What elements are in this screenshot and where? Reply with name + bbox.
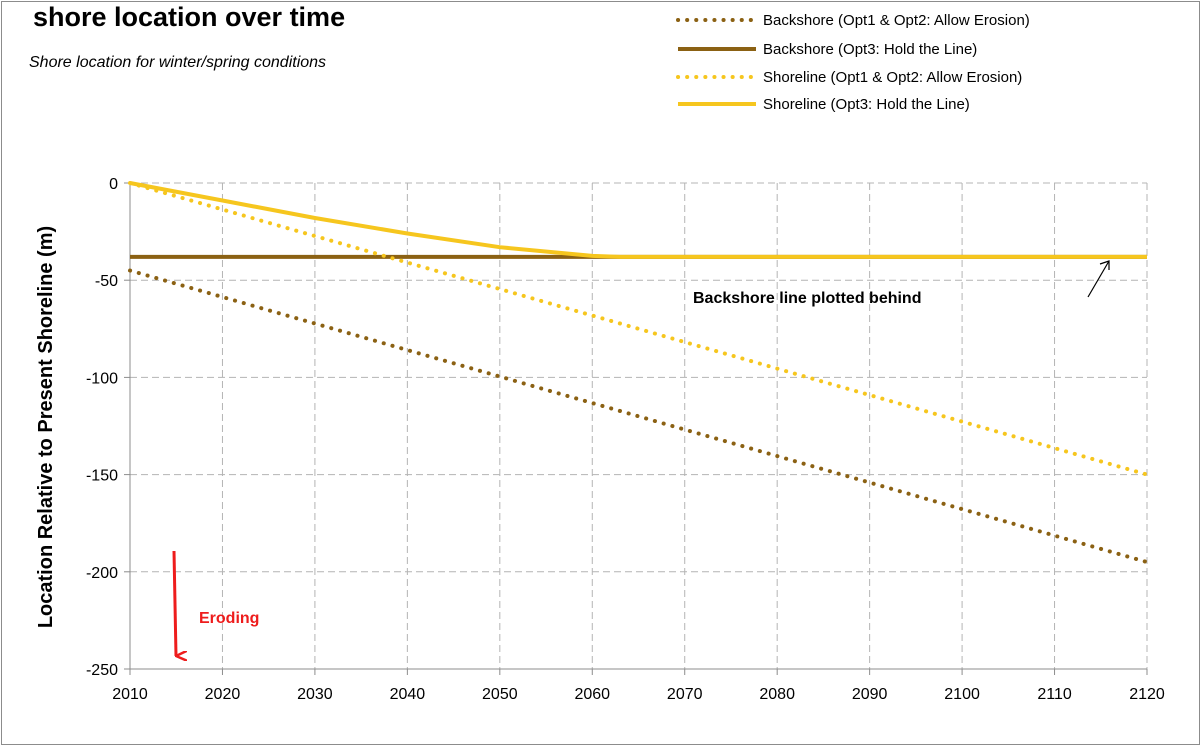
y-tick-label: -150	[86, 468, 118, 485]
chart-subtitle: Shore location for winter/spring conditi…	[29, 54, 327, 71]
series-line-4	[129, 181, 1147, 259]
legend-label-3: Shoreline (Opt1 & Opt2: Allow Erosion)	[763, 69, 1022, 86]
annotation-behind-note: Backshore line plotted behind	[693, 290, 921, 307]
series-layer	[128, 181, 1149, 565]
annotation-arrow	[1087, 260, 1110, 298]
legend-label-2: Backshore (Opt3: Hold the Line)	[763, 41, 977, 58]
annotation-eroding: Eroding	[199, 610, 259, 627]
x-tick-label: 2100	[944, 686, 980, 703]
gridlines	[130, 182, 1148, 669]
y-tick-label: -50	[95, 273, 118, 290]
y-tick-label: -100	[86, 370, 118, 387]
series-line-3	[128, 181, 1149, 477]
x-tick-label: 2040	[390, 686, 426, 703]
x-tick-label: 2110	[1037, 686, 1072, 703]
x-tick-label: 2030	[297, 686, 333, 703]
x-tick-label: 2020	[205, 686, 241, 703]
x-tick-label: 2010	[112, 686, 148, 703]
y-tick-label: -200	[86, 565, 118, 582]
axes: 2010 2020 2030 2040 2050 2060 2070 2080 2090 2100…	[86, 176, 1165, 703]
legend: Backshore (Opt1 & Opt2: Allow Erosion) Ba…	[676, 12, 1030, 113]
eroding-arrow	[172, 550, 176, 656]
y-axis-label: Location Relative to Present Shoreline (…	[35, 226, 57, 628]
legend-label-1: Backshore (Opt1 & Opt2: Allow Erosion)	[763, 12, 1030, 29]
x-tick-label: 2090	[852, 686, 888, 703]
x-tick-label: 2070	[667, 686, 703, 703]
series-line-1	[128, 268, 1149, 565]
chart-title: shore location over time	[33, 2, 346, 32]
x-tick-label: 2120	[1129, 686, 1165, 703]
legend-label-4: Shoreline (Opt3: Hold the Line)	[763, 96, 970, 113]
y-tick-label: 0	[109, 176, 118, 193]
x-tick-label: 2050	[482, 686, 518, 703]
y-tick-label: -250	[86, 662, 118, 679]
x-tick-label: 2060	[574, 686, 610, 703]
x-tick-label: 2080	[759, 686, 795, 703]
